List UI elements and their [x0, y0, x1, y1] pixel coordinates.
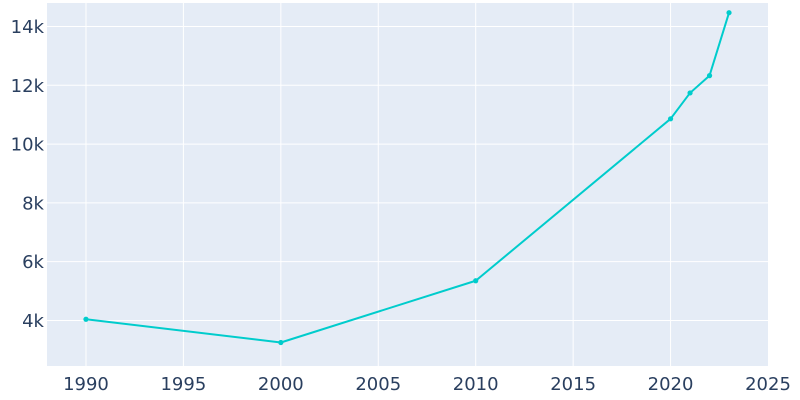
x-tick-label: 2000 — [258, 374, 304, 395]
y-tick-label: 6k — [22, 252, 44, 273]
x-tick-label: 2005 — [355, 374, 401, 395]
data-point — [473, 278, 479, 284]
y-tick-label: 8k — [22, 193, 44, 214]
y-tick-label: 14k — [11, 17, 45, 38]
x-tick-label: 2015 — [550, 374, 596, 395]
data-point — [726, 10, 732, 16]
x-tick-label: 2010 — [453, 374, 499, 395]
data-point — [278, 339, 284, 346]
data-point — [667, 116, 674, 122]
y-tick-label: 10k — [11, 135, 45, 156]
y-axis-tick-labels: 4k 6k 8k 10k 12k 14k — [11, 17, 45, 332]
plot-background — [47, 3, 768, 366]
y-tick-label: 4k — [22, 311, 44, 332]
x-gridlines — [85, 3, 672, 366]
x-axis-tick-labels: 1990 1995 2000 2005 2010 2015 2020 2025 — [63, 374, 791, 395]
data-point — [706, 73, 713, 79]
x-tick-label: 1990 — [63, 374, 109, 395]
x-tick-label: 1995 — [160, 374, 206, 395]
data-point — [83, 316, 89, 322]
x-tick-label: 2025 — [745, 374, 791, 395]
y-gridlines — [47, 26, 768, 321]
x-tick-label: 2020 — [648, 374, 694, 395]
y-tick-label: 12k — [11, 76, 45, 97]
series-layer — [83, 10, 732, 346]
data-point — [687, 90, 693, 96]
